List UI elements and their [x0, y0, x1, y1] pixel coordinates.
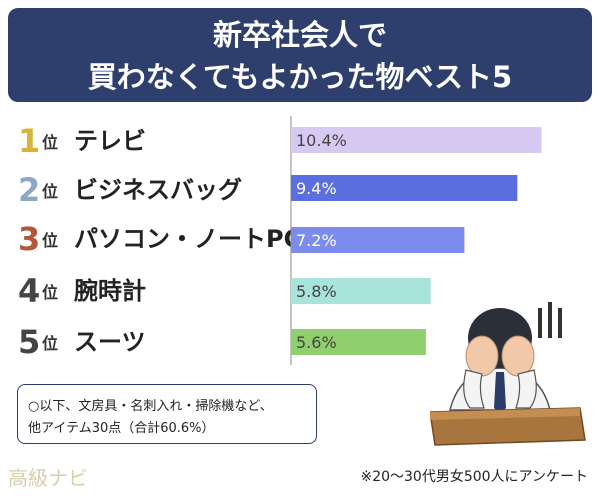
bar — [291, 278, 431, 304]
bar-value-label: 7.2% — [296, 231, 337, 250]
rank-suffix: 位 — [42, 231, 59, 250]
rank-item-label: 腕時計 — [74, 277, 146, 305]
rank-number: 5 — [18, 323, 41, 361]
bar-chart: 10.4% 9.4% 7.2% 5.8% 5.6% — [290, 116, 542, 365]
brand-logo: 高級ナビ — [8, 466, 88, 490]
rank-suffix: 位 — [42, 182, 59, 201]
bar — [291, 127, 542, 153]
bar — [291, 329, 426, 355]
rank-suffix: 位 — [42, 133, 59, 152]
bar — [291, 227, 465, 253]
rank-number: 3 — [18, 220, 41, 258]
rank-number: 1 — [18, 122, 41, 160]
rank-item-label: ビジネスバッグ — [74, 176, 242, 204]
rank-suffix: 位 — [42, 334, 59, 353]
bar-value-label: 5.6% — [296, 333, 337, 352]
note-line-2: 他アイテム30点（合計60.6%） — [28, 421, 215, 436]
bar-value-label: 9.4% — [296, 179, 337, 198]
bar-value-label: 10.4% — [296, 131, 347, 150]
rank-number: 2 — [18, 171, 41, 209]
bar — [291, 175, 518, 201]
rank-number: 4 — [18, 272, 41, 310]
stressed-person-illustration — [430, 302, 586, 446]
note-line-1: ○以下、文房具・名刺入れ・掃除機など、 — [28, 399, 273, 414]
bar-value-label: 5.8% — [296, 282, 337, 301]
rank-item-label: パソコン・ノートPC — [74, 225, 302, 253]
rank-suffix: 位 — [42, 283, 59, 302]
rank-item-label: テレビ — [74, 127, 146, 155]
title-line-2: 買わなくてもよかった物ベスト5 — [87, 60, 513, 94]
note-box: ○以下、文房具・名刺入れ・掃除機など、 他アイテム30点（合計60.6%） — [17, 384, 317, 444]
survey-footnote: ※20〜30代男女500人にアンケート — [360, 469, 588, 485]
title-banner: 新卒社会人で 買わなくてもよかった物ベスト5 — [8, 8, 592, 102]
title-line-1: 新卒社会人で — [212, 18, 387, 52]
rank-item-label: スーツ — [74, 328, 146, 356]
